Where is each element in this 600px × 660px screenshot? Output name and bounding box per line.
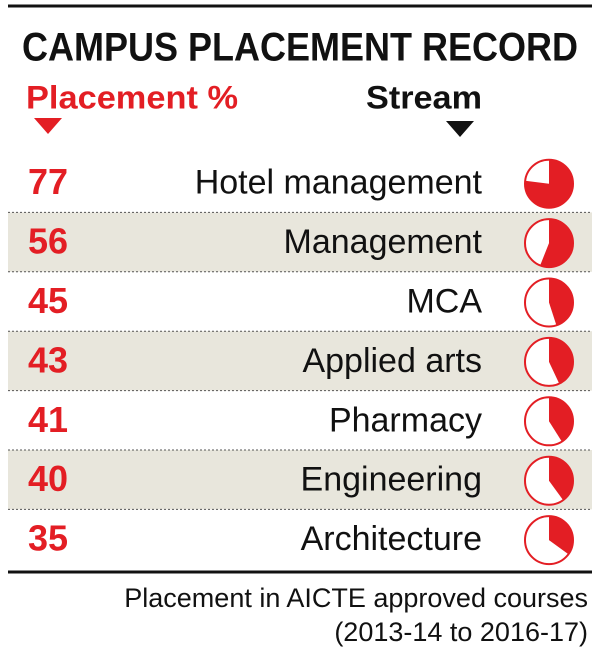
pie-slice <box>540 219 574 268</box>
row-shade <box>8 212 592 272</box>
category-label: Management <box>284 223 483 261</box>
category-label: Applied arts <box>302 342 482 380</box>
pie-slice <box>549 337 574 384</box>
value-label: 77 <box>28 161 68 202</box>
pie-slice <box>525 159 574 208</box>
pie-slice <box>549 456 574 501</box>
row-shade <box>8 331 592 391</box>
category-header: Stream <box>366 79 482 115</box>
category-label: Pharmacy <box>329 401 482 439</box>
value-label: 43 <box>28 339 68 380</box>
category-label: Architecture <box>301 520 482 558</box>
category-label: Hotel management <box>195 164 483 202</box>
pie-slice <box>549 397 573 442</box>
category-header-arrow <box>446 121 474 137</box>
footnote: Placement in AICTE approved courses <box>124 583 588 613</box>
value-label: 35 <box>28 518 68 559</box>
value-header: Placement % <box>26 79 238 115</box>
value-label: 45 <box>28 280 68 321</box>
category-label: MCA <box>406 282 482 320</box>
value-label: 40 <box>28 458 68 499</box>
footnote: (2013-14 to 2016-17) <box>334 617 588 647</box>
pie-slice <box>549 278 573 326</box>
pie-slice <box>549 516 574 555</box>
category-label: Engineering <box>301 461 482 499</box>
value-header-arrow <box>34 118 62 134</box>
value-label: 56 <box>28 221 68 262</box>
row-shade <box>8 450 592 510</box>
value-label: 41 <box>28 399 68 440</box>
chart-title: CAMPUS PLACEMENT RECORD <box>22 26 578 70</box>
